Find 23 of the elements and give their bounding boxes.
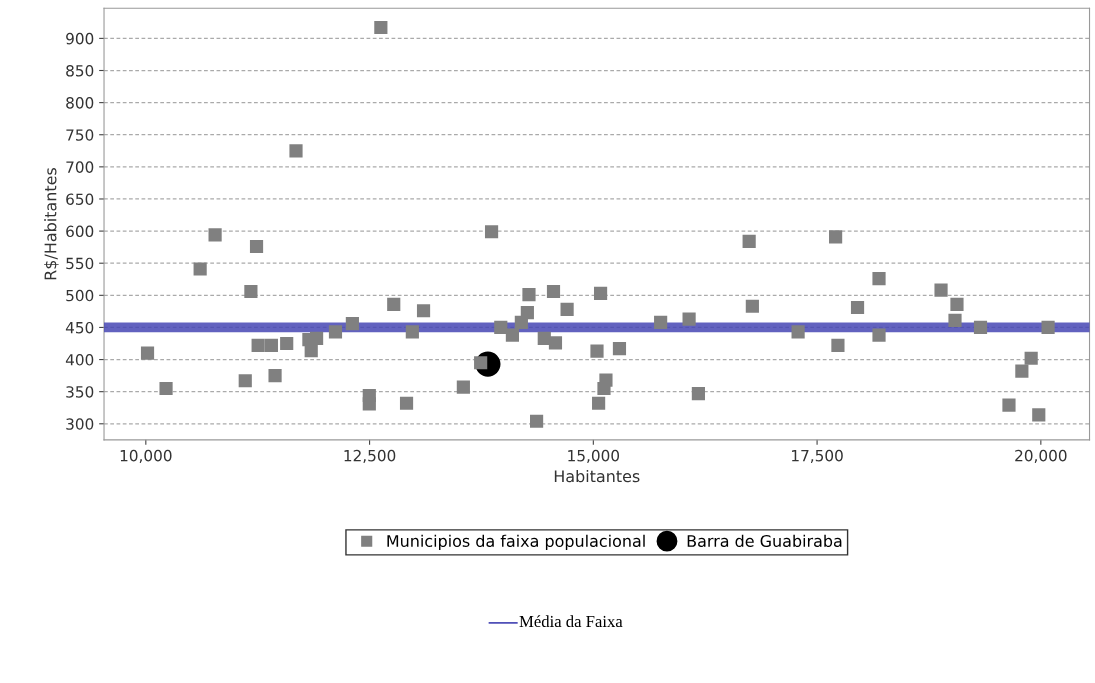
y-tick-label: 300 bbox=[66, 418, 94, 430]
y-tick-label: 650 bbox=[66, 193, 94, 205]
legend-label: Barra de Guabiraba bbox=[687, 534, 842, 548]
y-tick-label: 900 bbox=[66, 32, 94, 45]
x-axis-title: Habitantes bbox=[554, 469, 640, 483]
x-tick-label: 12,500 bbox=[344, 449, 396, 463]
x-tick-label: 17,500 bbox=[792, 449, 843, 463]
x-tick-label: 10,000 bbox=[120, 449, 172, 463]
x-tick-label: 15,000 bbox=[568, 449, 620, 463]
legend-label: Média da Faixa bbox=[519, 615, 623, 628]
y-tick-label: 850 bbox=[66, 64, 94, 77]
legend-label: Municipios da faixa populacional bbox=[387, 534, 645, 551]
y-tick-label: 500 bbox=[66, 289, 94, 302]
x-tick-label: 20,000 bbox=[1015, 449, 1067, 463]
y-tick-label: 700 bbox=[66, 161, 94, 173]
y-axis-title: R$/Habitantes bbox=[44, 168, 59, 280]
y-tick-label: 800 bbox=[66, 97, 94, 109]
y-tick-label: 600 bbox=[66, 225, 94, 238]
y-tick-label: 350 bbox=[66, 386, 94, 398]
y-tick-label: 750 bbox=[66, 129, 94, 141]
y-tick-label: 400 bbox=[65, 354, 94, 366]
y-tick-label: 450 bbox=[65, 321, 94, 334]
y-tick-label: 550 bbox=[66, 257, 94, 270]
